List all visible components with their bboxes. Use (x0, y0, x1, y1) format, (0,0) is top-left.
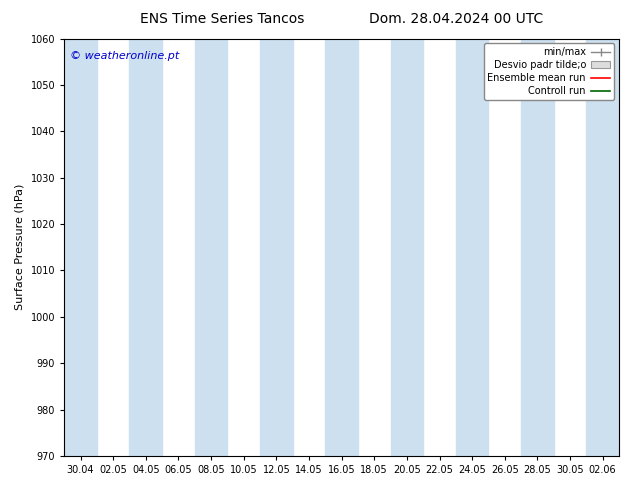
Bar (260, 39, 293, 456)
Bar (521, 39, 553, 456)
Bar (391, 39, 423, 456)
Text: ENS Time Series Tancos: ENS Time Series Tancos (139, 12, 304, 26)
Bar (64, 39, 97, 456)
Bar (325, 39, 358, 456)
Bar (195, 39, 228, 456)
Y-axis label: Surface Pressure (hPa): Surface Pressure (hPa) (15, 184, 25, 311)
Bar (456, 39, 488, 456)
Bar (129, 39, 162, 456)
Text: Dom. 28.04.2024 00 UTC: Dom. 28.04.2024 00 UTC (370, 12, 543, 26)
Text: © weatheronline.pt: © weatheronline.pt (70, 51, 179, 61)
Bar (586, 39, 619, 456)
Legend: min/max, Desvio padr tilde;o, Ensemble mean run, Controll run: min/max, Desvio padr tilde;o, Ensemble m… (484, 44, 614, 100)
